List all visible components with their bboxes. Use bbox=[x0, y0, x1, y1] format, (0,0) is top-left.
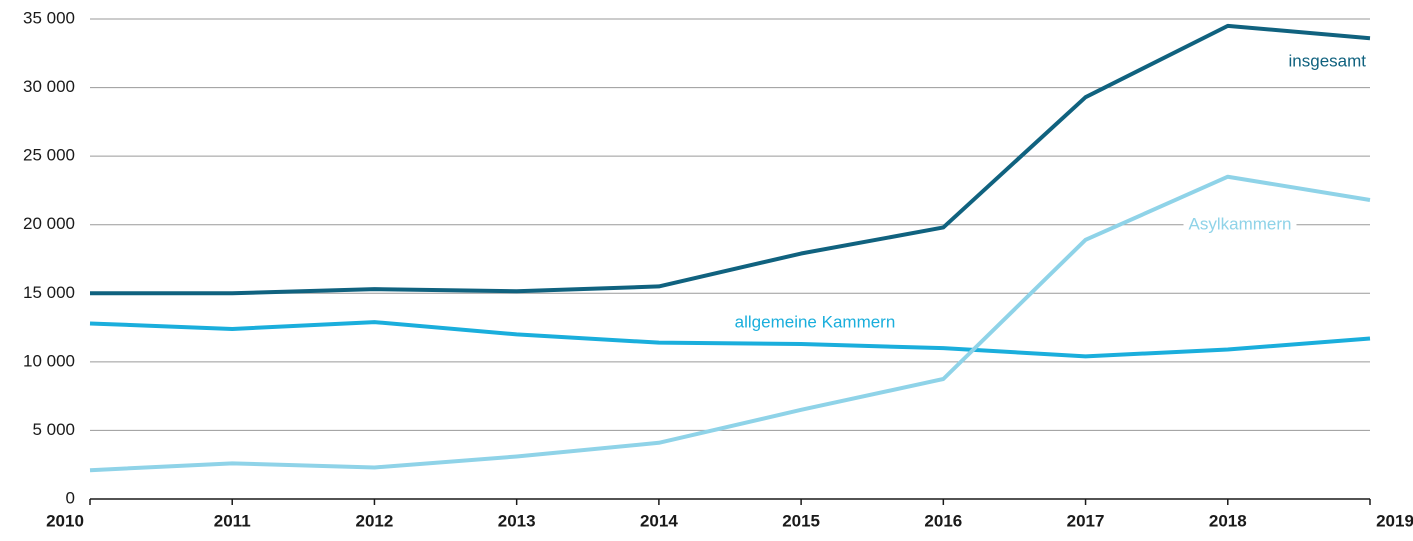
y-tick-label: 10 000 bbox=[23, 351, 75, 370]
y-tick-label: 0 bbox=[66, 488, 75, 507]
series-label: insgesamt bbox=[1289, 51, 1367, 70]
series-line bbox=[89, 320, 1371, 359]
series-label: allgemeine Kammern bbox=[735, 312, 896, 331]
x-tick-label: 2016 bbox=[924, 511, 962, 530]
x-tick-label: 2014 bbox=[640, 511, 678, 530]
x-tick-label: 2017 bbox=[1067, 511, 1105, 530]
x-tick-label: 2019 bbox=[1376, 511, 1413, 530]
x-tick-label: 2018 bbox=[1209, 511, 1247, 530]
label-background bbox=[1183, 214, 1297, 234]
y-tick-label: 15 000 bbox=[23, 283, 75, 302]
series-label: Asylkammern bbox=[1189, 214, 1292, 233]
x-tick-label: 2012 bbox=[356, 511, 394, 530]
y-tick-label: 20 000 bbox=[23, 214, 75, 233]
x-tick-label: 2011 bbox=[214, 511, 251, 530]
series-line bbox=[89, 174, 1371, 473]
x-tick-label: 2013 bbox=[498, 511, 536, 530]
x-tick-label: 2010 bbox=[46, 511, 84, 530]
y-tick-label: 5 000 bbox=[32, 420, 75, 439]
y-tick-label: 25 000 bbox=[23, 146, 75, 165]
y-tick-label: 35 000 bbox=[23, 8, 75, 27]
x-tick-label: 2015 bbox=[782, 511, 820, 530]
series-line bbox=[90, 23, 1371, 296]
y-tick-label: 30 000 bbox=[23, 77, 75, 96]
